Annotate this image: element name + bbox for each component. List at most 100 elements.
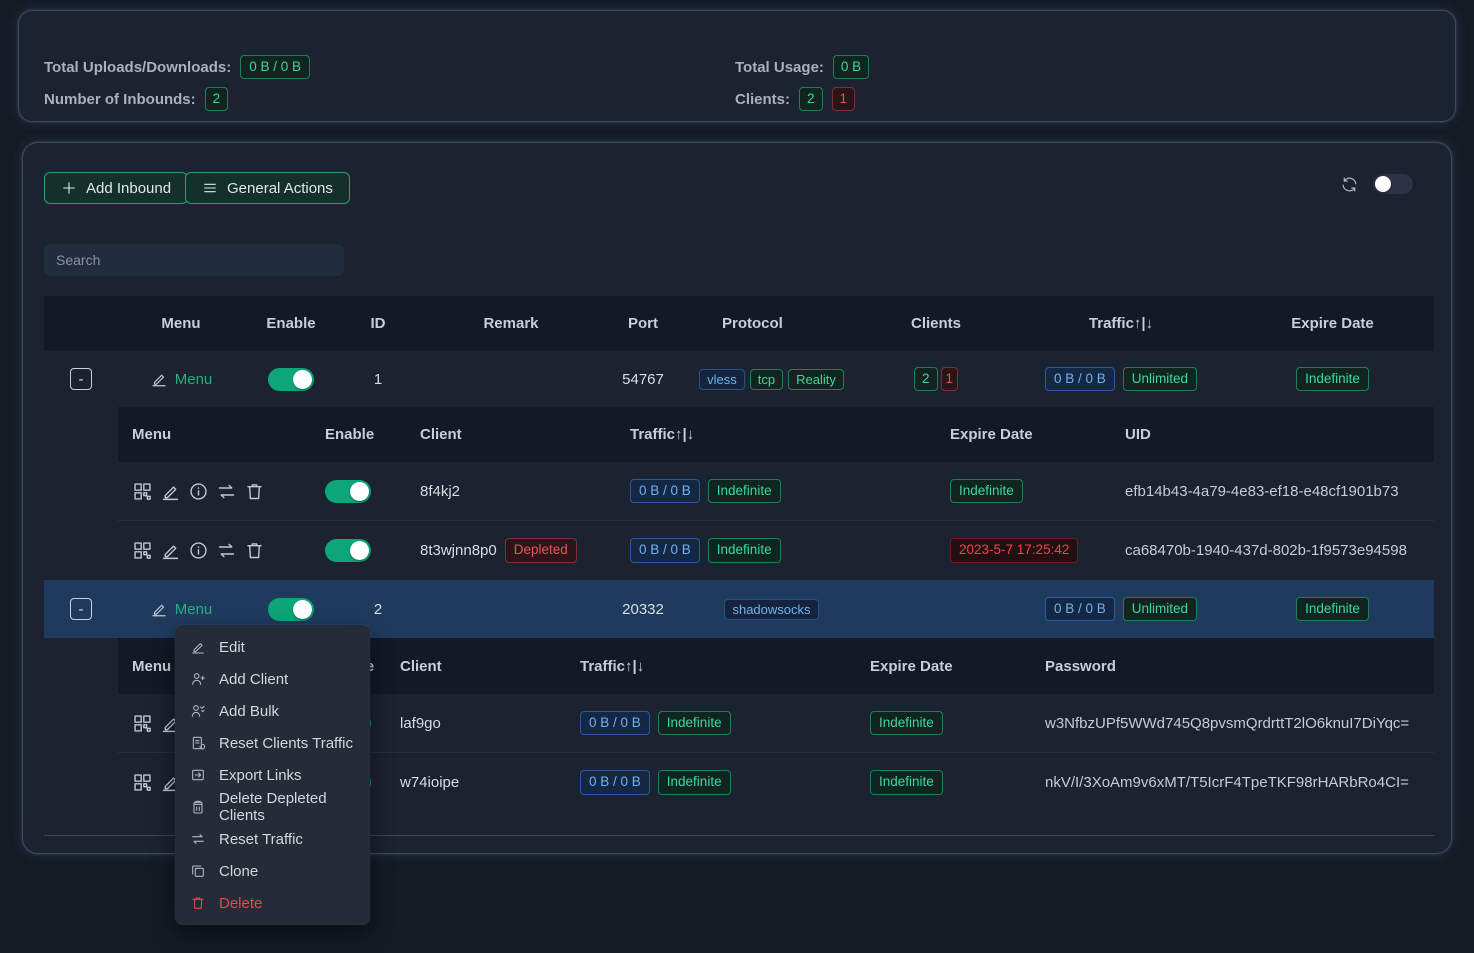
header-client: Client [386, 658, 566, 675]
total-uploads-label: Total Uploads/Downloads: [44, 59, 231, 76]
transport-tag: tcp [750, 369, 783, 390]
client-name: laf9go [386, 715, 566, 732]
reset-traffic-icon[interactable] [216, 540, 237, 561]
info-icon[interactable] [188, 481, 209, 502]
edit-pencil-icon [150, 600, 168, 618]
reset-clients-traffic-icon [190, 735, 206, 751]
collapse-row-button[interactable]: - [70, 368, 92, 390]
inbound-id: 2 [338, 601, 418, 618]
header-enable: Enable [311, 426, 406, 443]
header-expire-date: Expire Date [856, 658, 1031, 675]
search-input[interactable] [44, 244, 344, 276]
inbound-enable-toggle[interactable] [268, 368, 314, 391]
info-icon[interactable] [188, 540, 209, 561]
client-uid: efb14b43-4a79-4e83-ef18-e48cf1901b73 [1111, 483, 1434, 500]
inbound-menu-button[interactable]: Menu [150, 600, 213, 618]
header-traffic-sort[interactable]: Traffic↑|↓ [616, 426, 936, 443]
client-traffic-limit-badge: Indefinite [658, 711, 731, 735]
reset-traffic-icon[interactable] [216, 481, 237, 502]
clients-depleted-count: 1 [832, 87, 856, 111]
add-client-icon [190, 671, 206, 687]
inbound-port: 54767 [604, 371, 682, 388]
context-menu-item-delete[interactable]: Delete [175, 887, 370, 919]
inbounds-table-header: Menu Enable ID Remark Port Protocol Clie… [44, 296, 1434, 351]
inbound-port: 20332 [604, 601, 682, 618]
client-traffic-badge: 0 B / 0 B [630, 538, 700, 562]
stats-card: Total Uploads/Downloads: 0 B / 0 B Numbe… [18, 10, 1456, 122]
client-row: 8t3wjnn8p0 Depleted 0 B / 0 B Indefinite… [118, 521, 1434, 580]
qr-code-icon[interactable] [132, 772, 153, 793]
inbounds-count-value: 2 [205, 87, 229, 111]
header-traffic-sort[interactable]: Traffic↑|↓ [566, 658, 856, 675]
client-traffic-limit-badge: Indefinite [708, 538, 781, 562]
header-traffic-sort[interactable]: Traffic↑|↓ [1011, 315, 1231, 332]
client-password: w3NfbzUPf5WWd745Q8pvsmQrdrttT2lO6knuI7Di… [1031, 715, 1434, 732]
context-menu-item-export-links[interactable]: Export Links [175, 759, 370, 791]
header-client: Client [406, 426, 616, 443]
header-menu: Menu [118, 426, 311, 443]
protocol-tag: shadowsocks [724, 599, 818, 620]
header-enable: Enable [244, 315, 338, 332]
depleted-filter-toggle[interactable] [1373, 174, 1413, 194]
inbound-enable-toggle[interactable] [268, 598, 314, 621]
header-menu: Menu [118, 315, 244, 332]
protocol-tag: vless [699, 369, 745, 390]
client-expire-badge: Indefinite [950, 479, 1023, 503]
total-usage-value: 0 B [833, 55, 869, 79]
client-uid: ca68470b-1940-437d-802b-1f9573e94598 [1111, 542, 1434, 559]
expire-badge: Indefinite [1296, 597, 1369, 621]
edit-pencil-icon [150, 370, 168, 388]
delete-icon [190, 895, 206, 911]
edit-pencil-icon [190, 639, 206, 655]
clients-depleted-badge: 1 [941, 367, 959, 391]
context-menu-item-reset-traffic[interactable]: Reset Traffic [175, 823, 370, 855]
edit-pencil-icon[interactable] [160, 481, 181, 502]
inbound-menu-button[interactable]: Menu [150, 370, 213, 388]
clone-icon [190, 863, 206, 879]
context-menu-item-clone[interactable]: Clone [175, 855, 370, 887]
client-password: nkV/I/3XoAm9v6xMT/T5IcrF4TpeTKF98rHARbRo… [1031, 774, 1434, 791]
depleted-badge: Depleted [505, 538, 577, 562]
traffic-limit-badge: Unlimited [1123, 367, 1197, 391]
add-inbound-button[interactable]: Add Inbound [44, 172, 188, 204]
client-row: 8f4kj2 0 B / 0 B Indefinite Indefinite e… [118, 462, 1434, 521]
add-bulk-icon [190, 703, 206, 719]
xui-panel-screen: Total Uploads/Downloads: 0 B / 0 B Numbe… [0, 0, 1474, 953]
client-traffic-badge: 0 B / 0 B [580, 770, 650, 794]
inbound-context-menu: Edit Add Client Add Bulk Reset Clients T… [175, 625, 370, 925]
client-expire-badge: Indefinite [870, 711, 943, 735]
delete-client-icon[interactable] [244, 481, 265, 502]
context-menu-item-edit[interactable]: Edit [175, 631, 370, 663]
collapse-row-button[interactable]: - [70, 598, 92, 620]
inbounds-count-label: Number of Inbounds: [44, 91, 196, 108]
traffic-limit-badge: Unlimited [1123, 597, 1197, 621]
header-clients: Clients [861, 315, 1011, 332]
delete-client-icon[interactable] [244, 540, 265, 561]
total-usage-label: Total Usage: [735, 59, 824, 76]
general-actions-button[interactable]: General Actions [185, 172, 350, 204]
expire-badge: Indefinite [1296, 367, 1369, 391]
inbound-row-1[interactable]: - Menu 1 54767 vless tcp Reality 2 1 [44, 351, 1434, 407]
clients-active-count: 2 [799, 87, 823, 111]
clients-active-badge: 2 [914, 367, 938, 391]
client-name: w74ioipe [386, 774, 566, 791]
security-tag: Reality [788, 369, 844, 390]
client-expire-badge: 2023-5-7 17:25:42 [950, 538, 1078, 562]
context-menu-item-reset-clients-traffic[interactable]: Reset Clients Traffic [175, 727, 370, 759]
client-enable-toggle[interactable] [325, 539, 371, 562]
qr-code-icon[interactable] [132, 713, 153, 734]
context-menu-item-add-client[interactable]: Add Client [175, 663, 370, 695]
refresh-icon[interactable] [1340, 175, 1359, 194]
context-menu-item-add-bulk[interactable]: Add Bulk [175, 695, 370, 727]
client-enable-toggle[interactable] [325, 480, 371, 503]
qr-code-icon[interactable] [132, 540, 153, 561]
qr-code-icon[interactable] [132, 481, 153, 502]
context-menu-item-delete-depleted-clients[interactable]: Delete Depleted Clients [175, 791, 370, 823]
header-id: ID [338, 315, 418, 332]
client-traffic-limit-badge: Indefinite [658, 770, 731, 794]
clients-table-1: Menu Enable Client Traffic↑|↓ Expire Dat… [118, 407, 1434, 580]
edit-pencil-icon[interactable] [160, 540, 181, 561]
client-expire-badge: Indefinite [870, 770, 943, 794]
header-expire-date: Expire Date [1231, 315, 1434, 332]
header-password: Password [1031, 658, 1434, 675]
